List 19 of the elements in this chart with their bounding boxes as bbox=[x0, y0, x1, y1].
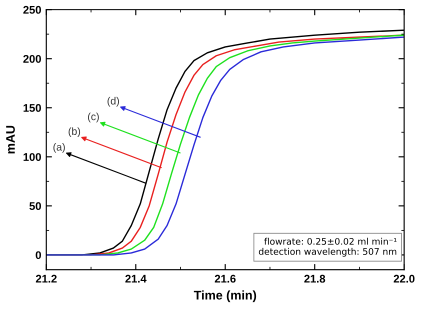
y-tick-label: 0 bbox=[36, 251, 41, 260]
y-tick-label: 50 bbox=[29, 202, 41, 210]
x-tick-label: 21.8 bbox=[304, 274, 326, 283]
annotation: detection wavelength: 507 nm bbox=[258, 248, 396, 257]
y-axis-title: mAU bbox=[6, 126, 15, 154]
y-tick-label: 100 bbox=[24, 153, 41, 161]
x-tick-label: 21.2 bbox=[36, 274, 57, 283]
annotation: (c) bbox=[88, 112, 99, 122]
annotation: (b) bbox=[68, 127, 80, 138]
y-tick-label: 200 bbox=[23, 54, 41, 63]
y-tick-label: 150 bbox=[24, 104, 41, 112]
x-tick-label: 22.0 bbox=[394, 274, 415, 283]
y-tick-label: 250 bbox=[23, 6, 41, 14]
annotation: (d) bbox=[108, 96, 119, 107]
annotation: flowrate: 0.25±0.02 ml min⁻¹ bbox=[264, 238, 397, 245]
x-tick-label: 21.6 bbox=[214, 274, 236, 283]
x-axis-title: Time (min) bbox=[194, 290, 256, 302]
x-tick-label: 21.4 bbox=[125, 274, 147, 283]
annotation: (a) bbox=[53, 143, 65, 153]
